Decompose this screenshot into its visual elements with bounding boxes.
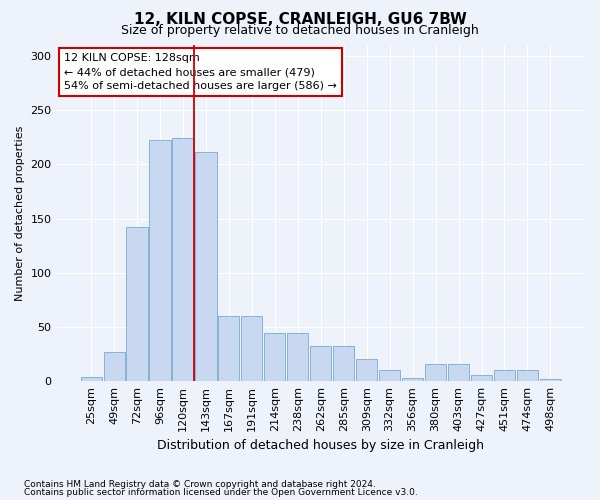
Y-axis label: Number of detached properties: Number of detached properties xyxy=(15,126,25,301)
Bar xyxy=(149,140,170,381)
Bar xyxy=(448,364,469,381)
Text: 12 KILN COPSE: 128sqm
← 44% of detached houses are smaller (479)
54% of semi-det: 12 KILN COPSE: 128sqm ← 44% of detached … xyxy=(64,54,337,92)
Bar xyxy=(494,370,515,381)
Bar xyxy=(127,227,148,381)
Bar xyxy=(402,378,423,381)
Text: 12, KILN COPSE, CRANLEIGH, GU6 7BW: 12, KILN COPSE, CRANLEIGH, GU6 7BW xyxy=(134,12,466,28)
Text: Size of property relative to detached houses in Cranleigh: Size of property relative to detached ho… xyxy=(121,24,479,37)
Bar xyxy=(80,377,101,381)
Bar xyxy=(241,316,262,381)
Bar xyxy=(172,138,194,381)
Bar xyxy=(333,346,354,381)
Bar xyxy=(104,352,125,381)
Bar xyxy=(379,370,400,381)
Bar xyxy=(287,334,308,381)
Bar xyxy=(196,152,217,381)
Bar xyxy=(540,379,561,381)
X-axis label: Distribution of detached houses by size in Cranleigh: Distribution of detached houses by size … xyxy=(157,440,484,452)
Bar xyxy=(517,370,538,381)
Text: Contains public sector information licensed under the Open Government Licence v3: Contains public sector information licen… xyxy=(24,488,418,497)
Bar xyxy=(310,346,331,381)
Bar xyxy=(425,364,446,381)
Bar xyxy=(356,360,377,381)
Text: Contains HM Land Registry data © Crown copyright and database right 2024.: Contains HM Land Registry data © Crown c… xyxy=(24,480,376,489)
Bar xyxy=(218,316,239,381)
Bar xyxy=(471,374,492,381)
Bar xyxy=(264,334,286,381)
